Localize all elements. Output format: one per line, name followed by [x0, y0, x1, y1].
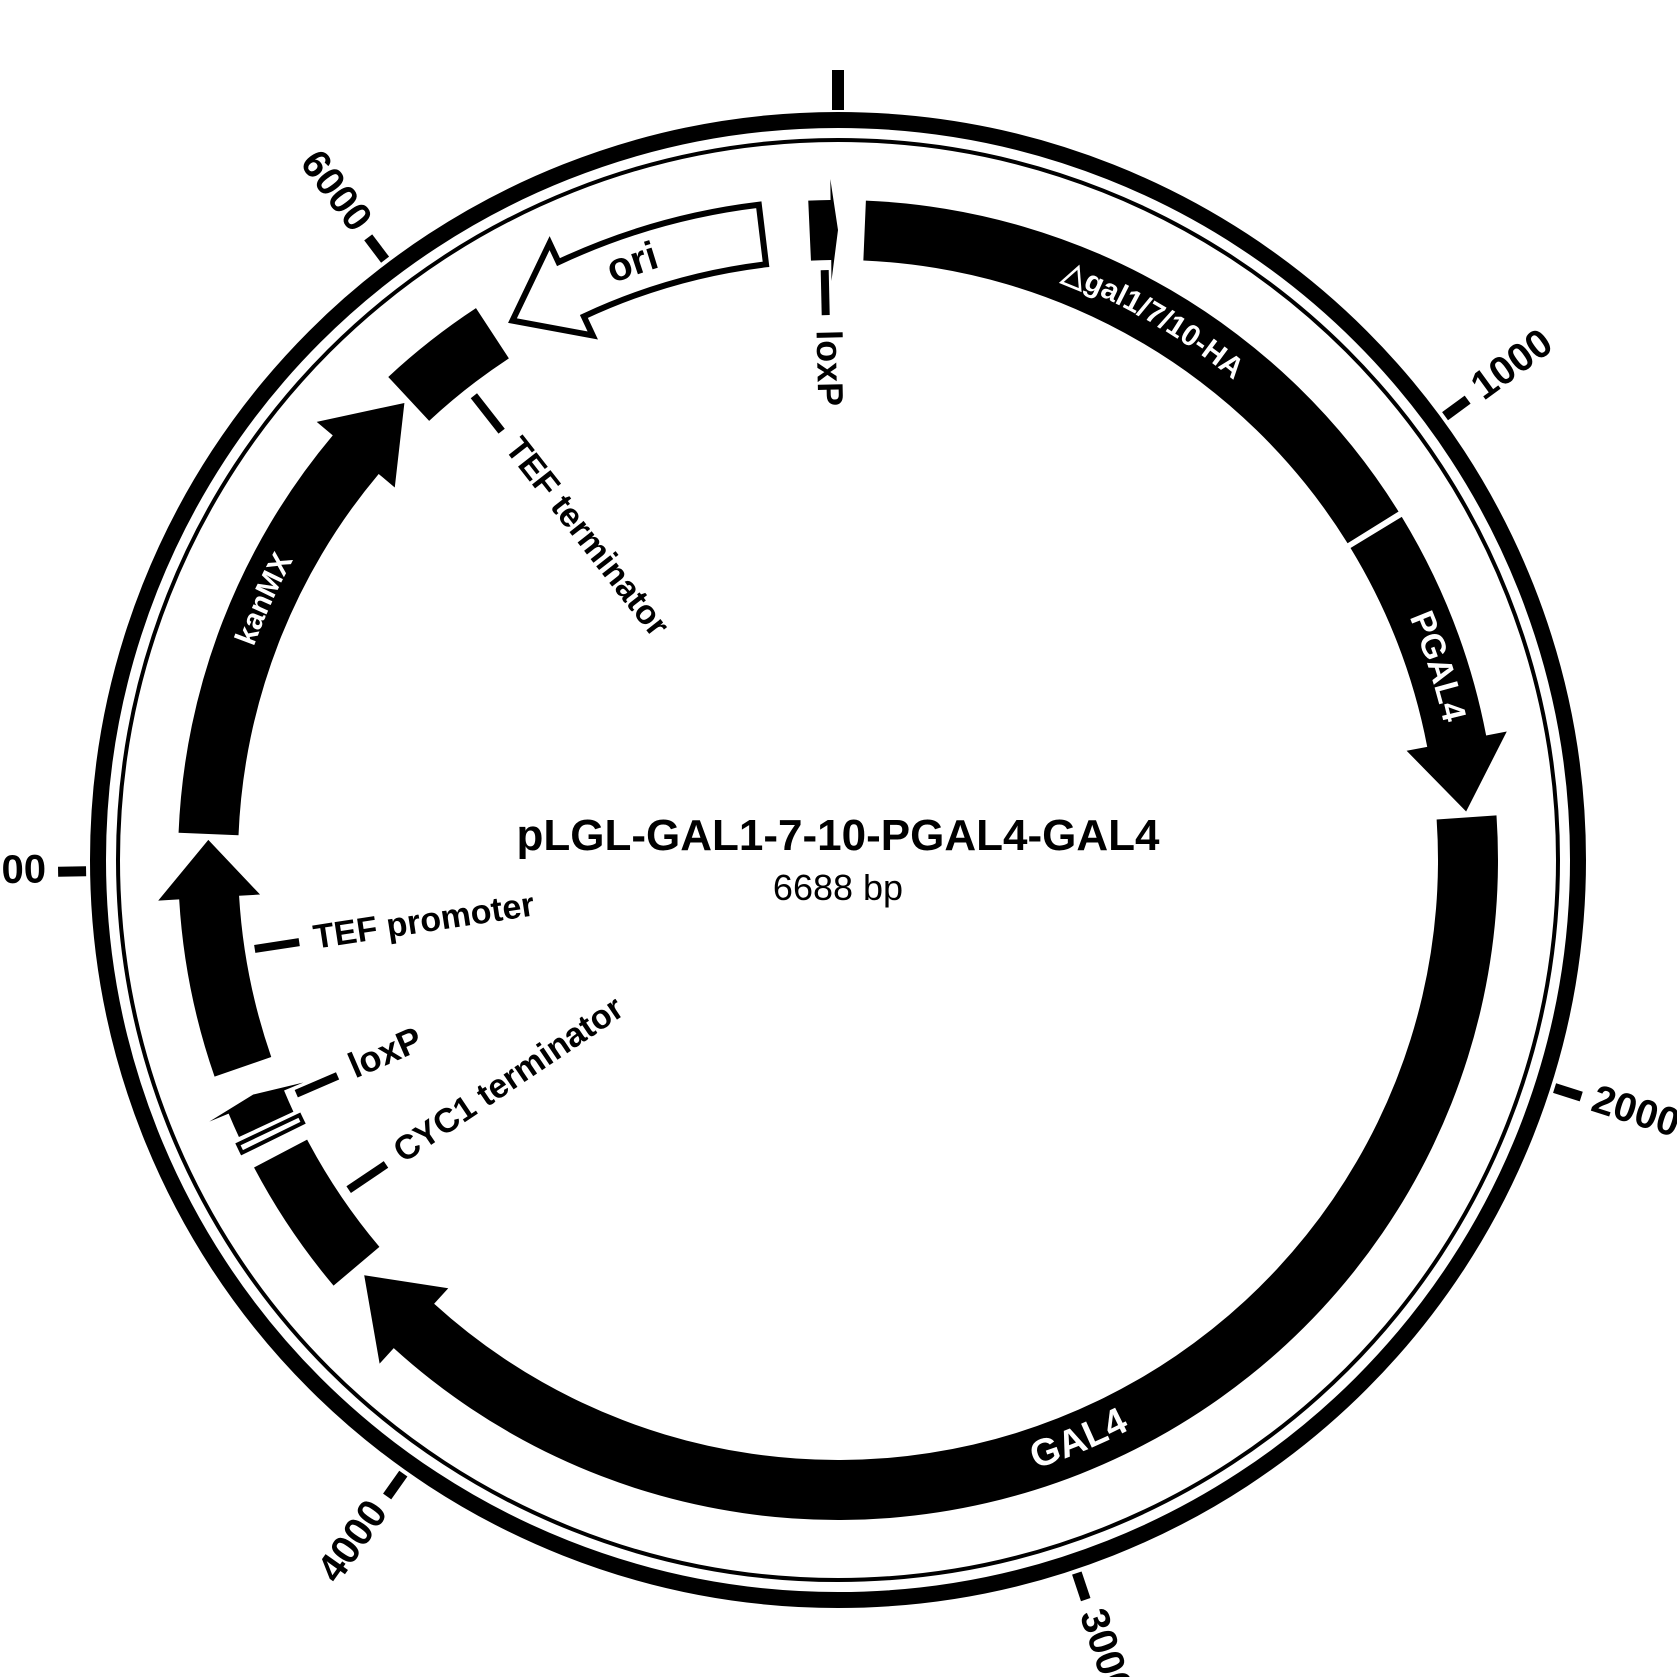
- scale-label: 2000: [1587, 1077, 1677, 1146]
- feature-gal1ha: [863, 201, 1398, 544]
- feature-tefprom: [158, 840, 271, 1077]
- feature-label-tefprom: TEF promoter: [311, 885, 537, 956]
- feature-loxp1: [808, 179, 838, 281]
- scale-tick: [1445, 400, 1468, 417]
- feature-leader-tefprom: [255, 942, 299, 949]
- plasmid-size: 6688 bp: [773, 867, 903, 908]
- feature-label-loxp1: loxP: [809, 330, 852, 407]
- scale-label: 5000: [0, 847, 46, 892]
- feature-leader-cyc1: [349, 1164, 386, 1189]
- feature-label-gal1ha: △gal1/7/10-HA: [1058, 255, 1251, 386]
- scale-tick: [1555, 1088, 1582, 1096]
- scale-tick: [1077, 1573, 1086, 1600]
- feature-label-tefterm: TEF terminator: [498, 430, 677, 644]
- scale-label: 1000: [1463, 320, 1561, 408]
- feature-label-cyc1: CYC1 terminator: [387, 989, 631, 1170]
- feature-leader-tefterm: [474, 396, 502, 431]
- plasmid-name: pLGL-GAL1-7-10-PGAL4-GAL4: [517, 811, 1160, 860]
- feature-cyc1: [254, 1140, 379, 1286]
- plasmid-map: 1000 2000 3000 4000 5000 6000 loxP △gal1/7/10-H…: [0, 0, 1677, 1677]
- scale-tick: [368, 237, 385, 259]
- scale-label: 3000: [1071, 1603, 1141, 1677]
- scale-label: 6000: [292, 142, 381, 240]
- feature-leader-loxp2: [296, 1076, 337, 1094]
- scale-tick: [387, 1474, 403, 1497]
- feature-leader-loxp1: [825, 270, 826, 315]
- feature-tefterm: [388, 308, 509, 421]
- feature-label-loxp2: loxP: [342, 1018, 428, 1086]
- scale-label: 4000: [309, 1492, 396, 1590]
